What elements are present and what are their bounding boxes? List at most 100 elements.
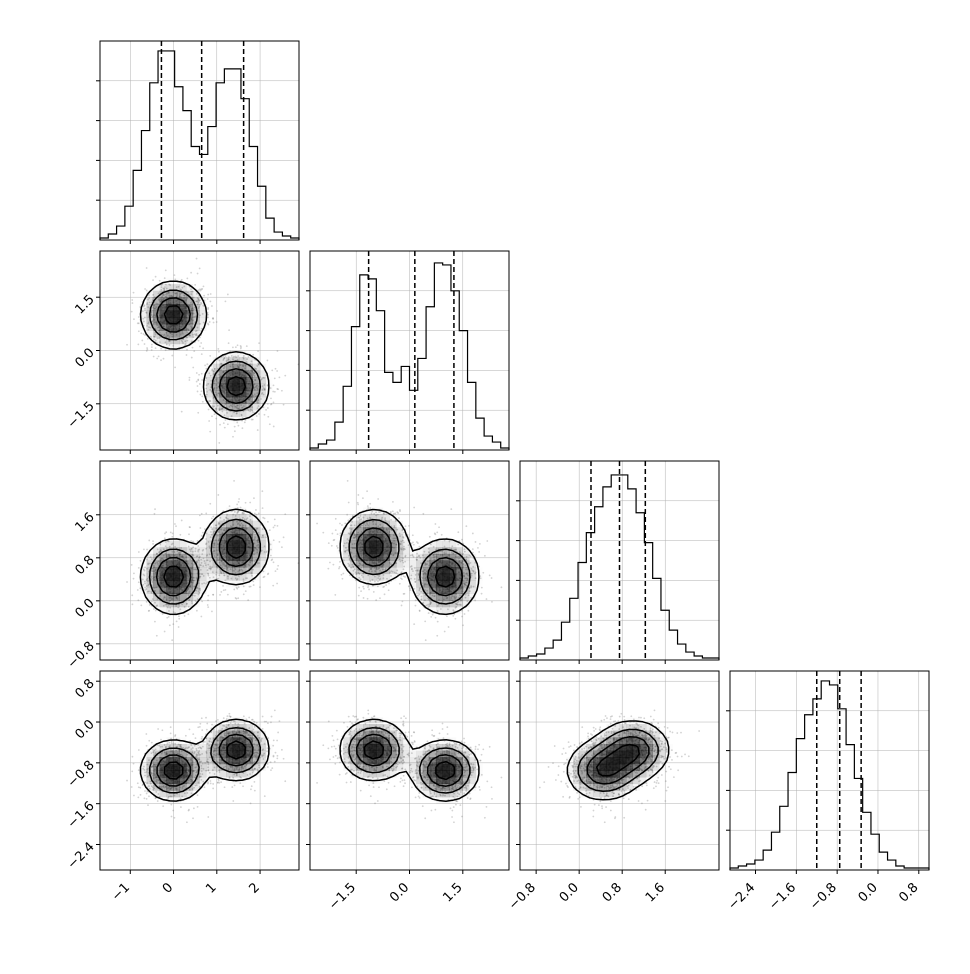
density-cell xyxy=(343,534,350,541)
scatter-point xyxy=(188,533,190,535)
scatter-point xyxy=(235,597,237,599)
scatter-point xyxy=(138,581,140,583)
scatter-point xyxy=(422,513,424,515)
density-cell xyxy=(370,547,377,554)
scatter-point xyxy=(338,568,340,570)
scatter-point xyxy=(191,357,193,359)
scatter-point xyxy=(373,591,375,593)
density-cell xyxy=(213,384,220,391)
scatter-point xyxy=(333,539,335,541)
scatter-point xyxy=(328,542,330,544)
scatter-point xyxy=(334,594,336,596)
density-cell xyxy=(363,574,370,581)
scatter-point xyxy=(277,350,279,352)
density-cell xyxy=(200,567,207,574)
density-cell xyxy=(206,390,213,397)
y-tick-label: −1.5 xyxy=(65,399,98,432)
density-cell xyxy=(173,291,180,298)
scatter-point xyxy=(222,585,224,587)
scatter-point xyxy=(400,577,402,579)
density-cell xyxy=(180,284,187,291)
scatter-point xyxy=(379,597,381,599)
scatter-point xyxy=(357,504,359,506)
scatter-point xyxy=(155,276,157,278)
scatter-point xyxy=(375,599,377,601)
density-cell xyxy=(173,607,180,614)
y-tick-label: −0.8 xyxy=(65,639,98,672)
scatter-point xyxy=(225,300,227,302)
scatter-point xyxy=(199,726,201,728)
density-cell xyxy=(390,567,397,574)
scatter-point xyxy=(277,525,279,527)
density-cell xyxy=(206,574,213,581)
scatter-point xyxy=(152,279,154,281)
density-cell xyxy=(456,600,463,607)
scatter-point xyxy=(261,490,263,492)
scatter-point xyxy=(273,426,275,428)
scatter-point xyxy=(413,544,415,546)
scatter-point xyxy=(201,373,203,375)
scatter-point xyxy=(131,299,133,301)
scatter-point xyxy=(193,350,195,352)
scatter-point xyxy=(425,639,427,641)
density-cell xyxy=(443,587,450,594)
scatter-point xyxy=(284,375,286,377)
scatter-point xyxy=(340,532,342,534)
scatter-point xyxy=(273,561,275,563)
scatter-point xyxy=(223,589,225,591)
scatter-point xyxy=(388,589,390,591)
scatter-point xyxy=(242,427,244,429)
scatter-point xyxy=(220,591,222,593)
scatter-point xyxy=(264,414,266,416)
density-cell xyxy=(423,547,430,554)
scatter-point xyxy=(172,623,174,625)
density-cell xyxy=(166,574,173,581)
density-cell xyxy=(463,574,470,581)
scatter-point xyxy=(201,353,203,355)
scatter-point xyxy=(232,436,234,438)
density-cell xyxy=(350,521,357,528)
hist-0-step xyxy=(100,51,299,240)
scatter-point xyxy=(486,540,488,542)
scatter-point xyxy=(472,548,474,550)
density-cell xyxy=(200,541,207,548)
density-cell xyxy=(206,567,213,574)
scatter-point xyxy=(424,620,426,622)
scatter-point xyxy=(211,611,213,613)
density-cell xyxy=(200,554,207,561)
scatter-point xyxy=(360,590,362,592)
scatter-point xyxy=(144,343,146,345)
scatter-point xyxy=(200,616,202,618)
scatter-point xyxy=(131,594,133,596)
scatter-point xyxy=(197,412,199,414)
density-cell xyxy=(383,547,390,554)
scatter-point xyxy=(238,498,240,500)
scatter-point xyxy=(207,599,209,601)
density-cell xyxy=(469,561,476,568)
scatter-point xyxy=(461,616,463,618)
scatter-point xyxy=(192,347,194,349)
density-cell xyxy=(206,561,213,568)
scatter-point xyxy=(207,606,209,608)
scatter-point xyxy=(225,589,227,591)
density-cell xyxy=(239,410,246,417)
scatter-point xyxy=(217,494,219,496)
scatter-point xyxy=(369,503,371,505)
scatter-point xyxy=(144,790,146,792)
scatter-point xyxy=(269,423,271,425)
scatter-point xyxy=(419,610,421,612)
scatter-point xyxy=(151,346,153,348)
density-cell xyxy=(396,567,403,574)
density-cell xyxy=(443,547,450,554)
scatter-point xyxy=(215,418,217,420)
scatter-point xyxy=(436,635,438,637)
scatter-point xyxy=(250,802,252,804)
scatter-point xyxy=(385,584,387,586)
scatter-point xyxy=(245,502,247,504)
scatter-point xyxy=(272,585,274,587)
scatter-point xyxy=(413,623,415,625)
density-cell xyxy=(166,344,173,351)
scatter-point xyxy=(277,565,279,567)
density-cell xyxy=(233,541,240,548)
